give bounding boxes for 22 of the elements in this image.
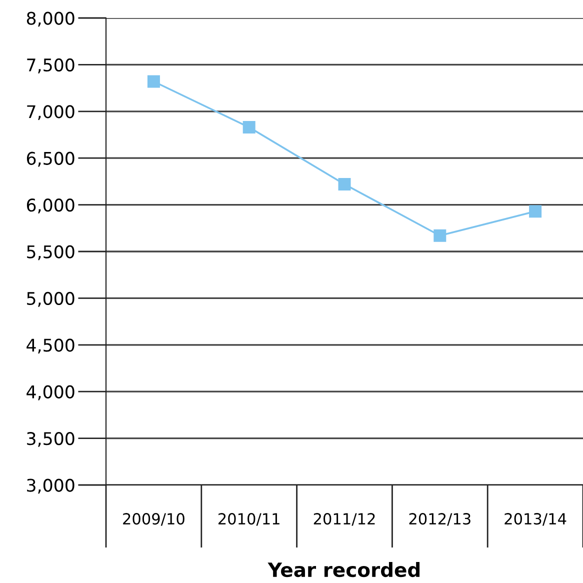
point — [529, 205, 542, 218]
x-tick-label: 2009/10 — [123, 513, 184, 526]
x-axis-title: Year recorded — [268, 562, 420, 578]
y-tick-label: 6,000 — [26, 198, 74, 214]
y-tick-label: 7,500 — [27, 58, 74, 74]
point — [147, 75, 160, 88]
y-tick-label: 4,500 — [26, 338, 74, 354]
y-tick-label: 8,000 — [26, 12, 74, 27]
x-tick-label: 2013/14 — [504, 513, 566, 526]
y-tick-label: 5,000 — [27, 292, 74, 307]
y-tick-label: 3,500 — [27, 432, 74, 447]
y-tick-label: 3,000 — [27, 478, 74, 494]
y-tick-label: 4,000 — [26, 385, 74, 400]
y-tick-label: 6,500 — [26, 152, 74, 167]
point — [434, 229, 446, 242]
point — [242, 121, 256, 134]
x-tick-label: 2012/13 — [409, 513, 470, 526]
point — [338, 178, 351, 190]
x-tick-label: 2011/12 — [314, 513, 375, 526]
x-tick-label: 2010/11 — [218, 513, 280, 526]
y-tick-label: 7,000 — [27, 105, 74, 120]
y-tick-label: 5,500 — [27, 245, 74, 260]
